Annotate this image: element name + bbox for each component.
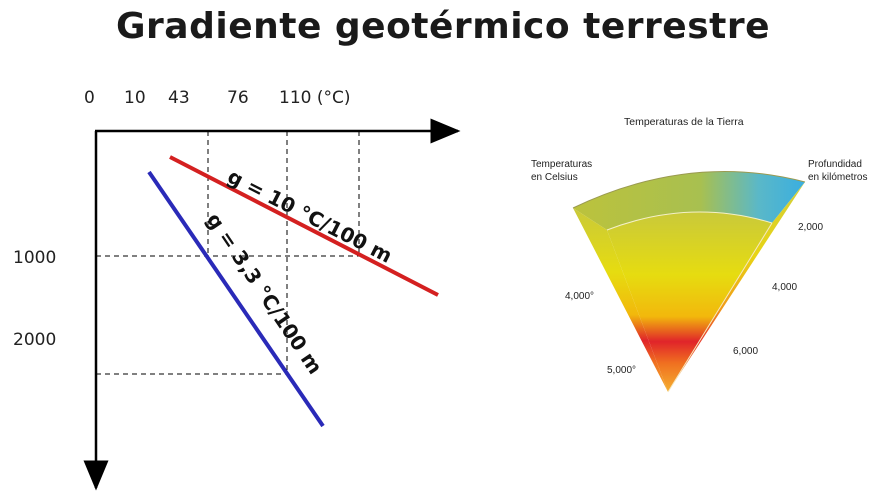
earth-depth-label: 4,000 bbox=[772, 282, 797, 293]
temp-tick: 110 (°C) bbox=[279, 88, 351, 108]
page-title: Gradiente geotérmico terrestre bbox=[115, 6, 771, 47]
temp-tick: 10 bbox=[124, 88, 146, 108]
temp-tick: 43 bbox=[168, 88, 190, 108]
gradient-line-red bbox=[169, 155, 439, 297]
earth-title: Temperaturas de la Tierra bbox=[624, 116, 744, 128]
earth-depth-label: 2,000 bbox=[798, 222, 823, 233]
temp-tick: 76 bbox=[227, 88, 249, 108]
earth-temp-label: 4,000° bbox=[565, 291, 594, 302]
earth-left-label-line1: Temperaturas bbox=[531, 159, 592, 170]
blue-line-label: g = 3,3 °C/100 m bbox=[202, 208, 328, 378]
earth-right-label-line2: en kilómetros bbox=[808, 172, 867, 183]
earth-depth-label: 6,000 bbox=[733, 346, 758, 357]
guide-lines bbox=[96, 131, 360, 375]
depth-tick: 1000 bbox=[13, 248, 56, 268]
earth-wedge-illustration bbox=[572, 171, 806, 393]
depth-tick: 2000 bbox=[13, 330, 56, 350]
earth-right-label-line1: Profundidad bbox=[808, 159, 862, 170]
temp-tick: 0 bbox=[84, 88, 95, 108]
earth-temp-label: 5,000° bbox=[607, 365, 636, 376]
gradient-line-blue bbox=[147, 170, 325, 428]
earth-left-label-line2: en Celsius bbox=[531, 172, 578, 183]
